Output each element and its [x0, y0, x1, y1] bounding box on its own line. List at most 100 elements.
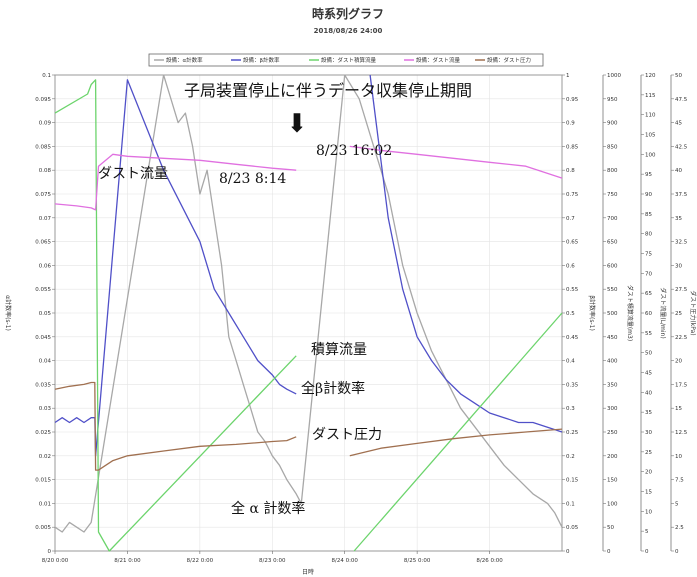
- beta-tick-label: 0.2: [566, 454, 575, 460]
- pressure-tick-label: 32.5: [675, 240, 688, 246]
- legend-entry: 設備：α計数率: [166, 56, 203, 64]
- annotation-stop-period: 子局装置停止に伴うデータ収集停止期間: [184, 81, 472, 100]
- annotation-total-alpha: 全 α 計数率: [231, 500, 305, 517]
- integrated-tick-label: 1000: [607, 73, 621, 79]
- pressure-tick-label: 40: [675, 168, 682, 174]
- integrated-tick-label: 950: [607, 97, 618, 103]
- integrated-tick-label: 400: [607, 359, 618, 365]
- pressure-tick-label: 10: [675, 454, 682, 460]
- flow-tick-label: 45: [645, 371, 652, 377]
- alpha-tick-label: 0.025: [35, 430, 51, 436]
- series-line-3: [349, 145, 563, 179]
- flow-tick-label: 40: [645, 390, 652, 396]
- legend-entry: 設備：β計数率: [243, 56, 280, 64]
- pressure-tick-label: 20: [675, 359, 682, 365]
- flow-tick-label: 100: [645, 152, 656, 158]
- flow-tick-label: 50: [645, 351, 652, 357]
- beta-tick-label: 0.8: [566, 168, 575, 174]
- series-line-2: [54, 79, 297, 552]
- flow-tick-label: 80: [645, 232, 652, 238]
- x-tick-label: 8/26 0:00: [476, 558, 503, 564]
- alpha-tick-label: 0.09: [39, 121, 52, 127]
- flow-axis-label: ダスト流量(L/min): [659, 287, 667, 338]
- integrated-tick-label: 750: [607, 192, 618, 198]
- beta-tick-label: 0: [566, 549, 570, 555]
- pressure-tick-label: 25: [675, 311, 682, 317]
- legend-items: 設備：α計数率 設備：β計数率 設備：ダスト積算流量 設備：ダスト流量 設備：ダスト圧力: [154, 56, 531, 64]
- beta-tick-label: 0.1: [566, 501, 575, 507]
- pressure-axis-label: ダスト圧力(kPa): [689, 290, 697, 335]
- flow-tick-label: 35: [645, 410, 652, 416]
- alpha-tick-label: 0.035: [35, 382, 51, 388]
- annotation-dust-pressure: ダスト圧力: [312, 427, 382, 443]
- x-axis-label: 日時: [302, 568, 314, 576]
- alpha-tick-label: 0.01: [39, 501, 51, 507]
- pressure-tick-label: 7.5: [675, 478, 684, 484]
- integrated-tick-label: 0: [607, 549, 611, 555]
- beta-tick-label: 0.25: [566, 430, 579, 436]
- series-line-3: [54, 153, 297, 211]
- beta-tick-label: 1: [566, 73, 570, 79]
- beta-tick-label: 0.95: [566, 97, 579, 103]
- flow-tick-label: 105: [645, 133, 656, 139]
- alpha-tick-label: 0.07: [39, 216, 52, 222]
- alpha-tick-label: 0.1: [42, 73, 51, 79]
- flow-tick-label: 110: [645, 113, 656, 119]
- flow-tick-label: 85: [645, 212, 652, 218]
- beta-tick-label: 0.3: [566, 406, 575, 412]
- flow-tick-label: 115: [645, 93, 656, 99]
- integrated-tick-label: 650: [607, 240, 618, 246]
- x-tick-label: 8/20 0:00: [42, 558, 69, 564]
- pressure-tick-label: 2.5: [675, 525, 684, 531]
- integrated-tick-label: 250: [607, 430, 618, 436]
- integrated-tick-label: 500: [607, 311, 618, 317]
- alpha-tick-label: 0.06: [39, 263, 52, 269]
- series-line-4: [54, 381, 297, 471]
- chart-subtitle: 2018/08/26 24:00: [314, 27, 383, 35]
- alpha-tick-label: 0: [48, 549, 52, 555]
- integrated-tick-label: 900: [607, 121, 618, 127]
- beta-tick-label: 0.45: [566, 335, 579, 341]
- annotation-stop-time: 8/23 8:14: [219, 171, 286, 187]
- integrated-tick-label: 50: [607, 525, 614, 531]
- alpha-tick-label: 0.045: [35, 335, 51, 341]
- x-tick-label: 8/24 0:00: [331, 558, 358, 564]
- legend-entry: 設備：ダスト積算流量: [321, 56, 377, 64]
- beta-tick-label: 0.65: [566, 240, 579, 246]
- alpha-tick-label: 0.05: [39, 311, 52, 317]
- flow-tick-label: 25: [645, 450, 652, 456]
- x-tick-label: 8/25 0:00: [404, 558, 431, 564]
- grid: [54, 74, 562, 552]
- annotation-dust-flow: ダスト流量: [98, 166, 168, 182]
- flow-tick-label: 60: [645, 311, 652, 317]
- x-tick-label: 8/22 0:00: [187, 558, 214, 564]
- pressure-tick-label: 27.5: [675, 287, 688, 293]
- legend-entry: 設備：ダスト流量: [416, 56, 461, 64]
- beta-tick-label: 0.55: [566, 287, 579, 293]
- flow-tick-label: 5: [645, 529, 649, 535]
- series-layer: [54, 74, 563, 552]
- alpha-axis-label: α計数率(s-1): [4, 295, 12, 331]
- flow-tick-label: 70: [645, 271, 652, 277]
- legend-entry: 設備：ダスト圧力: [487, 56, 531, 64]
- flow-tick-label: 120: [645, 73, 656, 79]
- alpha-tick-label: 0.085: [35, 144, 51, 150]
- beta-tick-label: 0.05: [566, 525, 579, 531]
- pressure-tick-label: 30: [675, 263, 682, 269]
- flow-tick-label: 10: [645, 509, 652, 515]
- pressure-tick-label: 47.5: [675, 97, 688, 103]
- annotation-restart-time: 8/23 16:02: [316, 143, 392, 159]
- axes-layer: 8/20 0:00 8/21 0:00 8/22 0:00 8/23 0:00 8/24…: [4, 73, 697, 564]
- x-tick-label: 8/23 0:00: [259, 558, 286, 564]
- legend-box: [148, 53, 544, 67]
- alpha-tick-label: 0.055: [35, 287, 51, 293]
- alpha-tick-label: 0.02: [39, 454, 51, 460]
- pressure-tick-label: 17.5: [675, 382, 688, 388]
- alpha-tick-label: 0.095: [35, 97, 51, 103]
- flow-tick-label: 75: [645, 252, 652, 258]
- integrated-tick-label: 850: [607, 144, 618, 150]
- pressure-tick-label: 37.5: [675, 192, 688, 198]
- integrated-tick-label: 800: [607, 168, 618, 174]
- chart-title: 時系列グラフ: [312, 6, 384, 21]
